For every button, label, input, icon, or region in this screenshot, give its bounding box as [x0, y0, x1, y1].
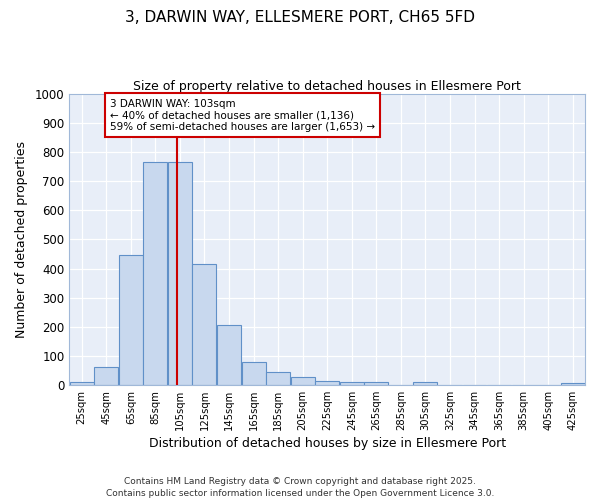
- Title: Size of property relative to detached houses in Ellesmere Port: Size of property relative to detached ho…: [133, 80, 521, 93]
- Bar: [364, 382, 388, 385]
- Bar: [413, 382, 437, 385]
- Bar: [217, 324, 241, 385]
- X-axis label: Distribution of detached houses by size in Ellesmere Port: Distribution of detached houses by size …: [149, 437, 506, 450]
- Bar: [315, 382, 339, 385]
- Bar: [561, 383, 584, 385]
- Bar: [119, 255, 143, 385]
- Bar: [94, 366, 118, 385]
- Y-axis label: Number of detached properties: Number of detached properties: [15, 141, 28, 338]
- Bar: [168, 162, 192, 385]
- Text: Contains HM Land Registry data © Crown copyright and database right 2025.
Contai: Contains HM Land Registry data © Crown c…: [106, 476, 494, 498]
- Bar: [193, 264, 217, 385]
- Bar: [143, 162, 167, 385]
- Bar: [340, 382, 364, 385]
- Bar: [242, 362, 266, 385]
- Text: 3 DARWIN WAY: 103sqm
← 40% of detached houses are smaller (1,136)
59% of semi-de: 3 DARWIN WAY: 103sqm ← 40% of detached h…: [110, 98, 375, 132]
- Bar: [266, 372, 290, 385]
- Bar: [290, 377, 314, 385]
- Text: 3, DARWIN WAY, ELLESMERE PORT, CH65 5FD: 3, DARWIN WAY, ELLESMERE PORT, CH65 5FD: [125, 10, 475, 25]
- Bar: [70, 382, 94, 385]
